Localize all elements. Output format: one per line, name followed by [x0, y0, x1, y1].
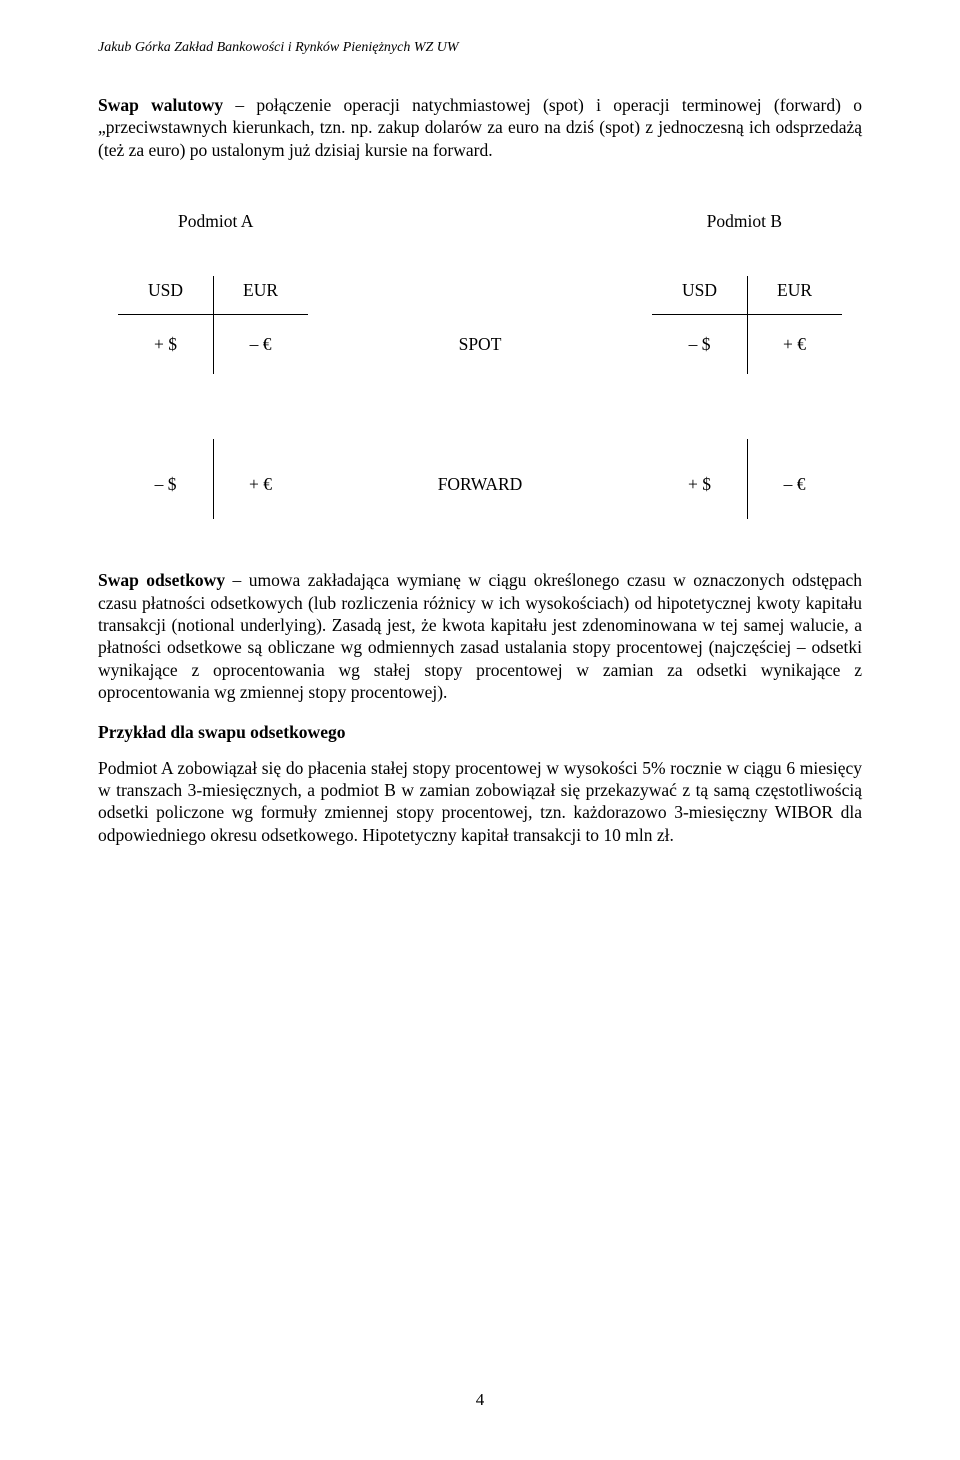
col-a-usd: USD: [118, 266, 213, 314]
term-swap-walutowy: Swap walutowy: [98, 95, 223, 115]
b-spot-eur: + €: [747, 314, 842, 374]
label-spot: SPOT: [308, 334, 652, 355]
a-fwd-eur: + €: [213, 454, 308, 514]
col-b-eur: EUR: [747, 266, 842, 314]
a-spot-eur: – €: [213, 314, 308, 374]
a-spot-usd: + $: [118, 314, 213, 374]
page-number: 4: [0, 1390, 960, 1410]
b-fwd-usd: + $: [652, 454, 747, 514]
page-header: Jakub Górka Zakład Bankowości i Rynków P…: [98, 40, 862, 56]
b-spot-usd: – $: [652, 314, 747, 374]
diagram-title-a: Podmiot A: [178, 211, 253, 232]
term-swap-odsetkowy: Swap odsetkowy: [98, 570, 225, 590]
example-heading: Przykład dla swapu odsetkowego: [98, 722, 862, 743]
b-fwd-eur: – €: [747, 454, 842, 514]
col-a-eur: EUR: [213, 266, 308, 314]
paragraph-example: Podmiot A zobowiązał się do płacenia sta…: [98, 757, 862, 847]
a-fwd-usd: – $: [118, 454, 213, 514]
swap-diagram: Podmiot A Podmiot B USD EUR USD EUR + $: [98, 211, 862, 514]
label-forward: FORWARD: [308, 474, 652, 495]
paragraph-swap-walutowy: Swap walutowy – połączenie operacji naty…: [98, 94, 862, 161]
paragraph-swap-odsetkowy: Swap odsetkowy – umowa zakładająca wymia…: [98, 569, 862, 703]
col-b-usd: USD: [652, 266, 747, 314]
diagram-title-b: Podmiot B: [707, 211, 782, 232]
